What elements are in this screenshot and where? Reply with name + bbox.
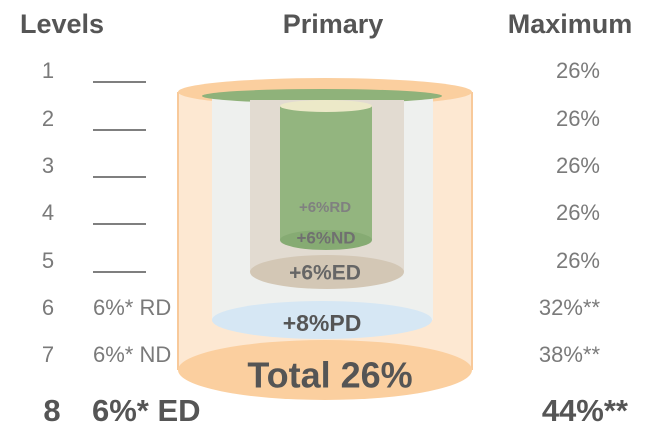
level-number: 5: [42, 248, 54, 273]
level-number: 8: [43, 393, 60, 428]
primary-value: 6%* ND: [93, 342, 171, 367]
rd-top: [280, 100, 372, 112]
header-maximum: Maximum: [508, 9, 633, 39]
rd-cylinder: [280, 106, 372, 240]
level-number: 7: [42, 342, 54, 367]
nd-label: +6%ND: [296, 228, 355, 247]
maximum-value: 32%**: [539, 295, 601, 320]
maximum-value: 26%: [556, 200, 600, 225]
level-number: 6: [42, 295, 54, 320]
level-number: 4: [42, 200, 54, 225]
pd-label: +8%PD: [283, 310, 362, 336]
level-number: 3: [42, 153, 54, 178]
level-number: 1: [42, 58, 54, 83]
ed-label: +6%ED: [289, 262, 361, 285]
maximum-value: 26%: [556, 153, 600, 178]
header-primary: Primary: [283, 9, 384, 39]
primary-value: 6%* ED: [92, 393, 201, 428]
total-label: Total 26%: [247, 355, 412, 396]
maximum-value: 44%**: [542, 393, 629, 428]
maximum-value: 38%**: [539, 342, 601, 367]
primary-value: 6%* RD: [93, 295, 171, 320]
rd-label: +6%RD: [299, 199, 351, 216]
infographic: +6%RD +6%ND +6%ED +8%PD Total 26% Levels…: [0, 0, 647, 435]
header-levels: Levels: [20, 9, 104, 39]
maximum-value: 26%: [556, 106, 600, 131]
level-number: 2: [42, 106, 54, 131]
maximum-value: 26%: [556, 248, 600, 273]
maximum-value: 26%: [556, 58, 600, 83]
